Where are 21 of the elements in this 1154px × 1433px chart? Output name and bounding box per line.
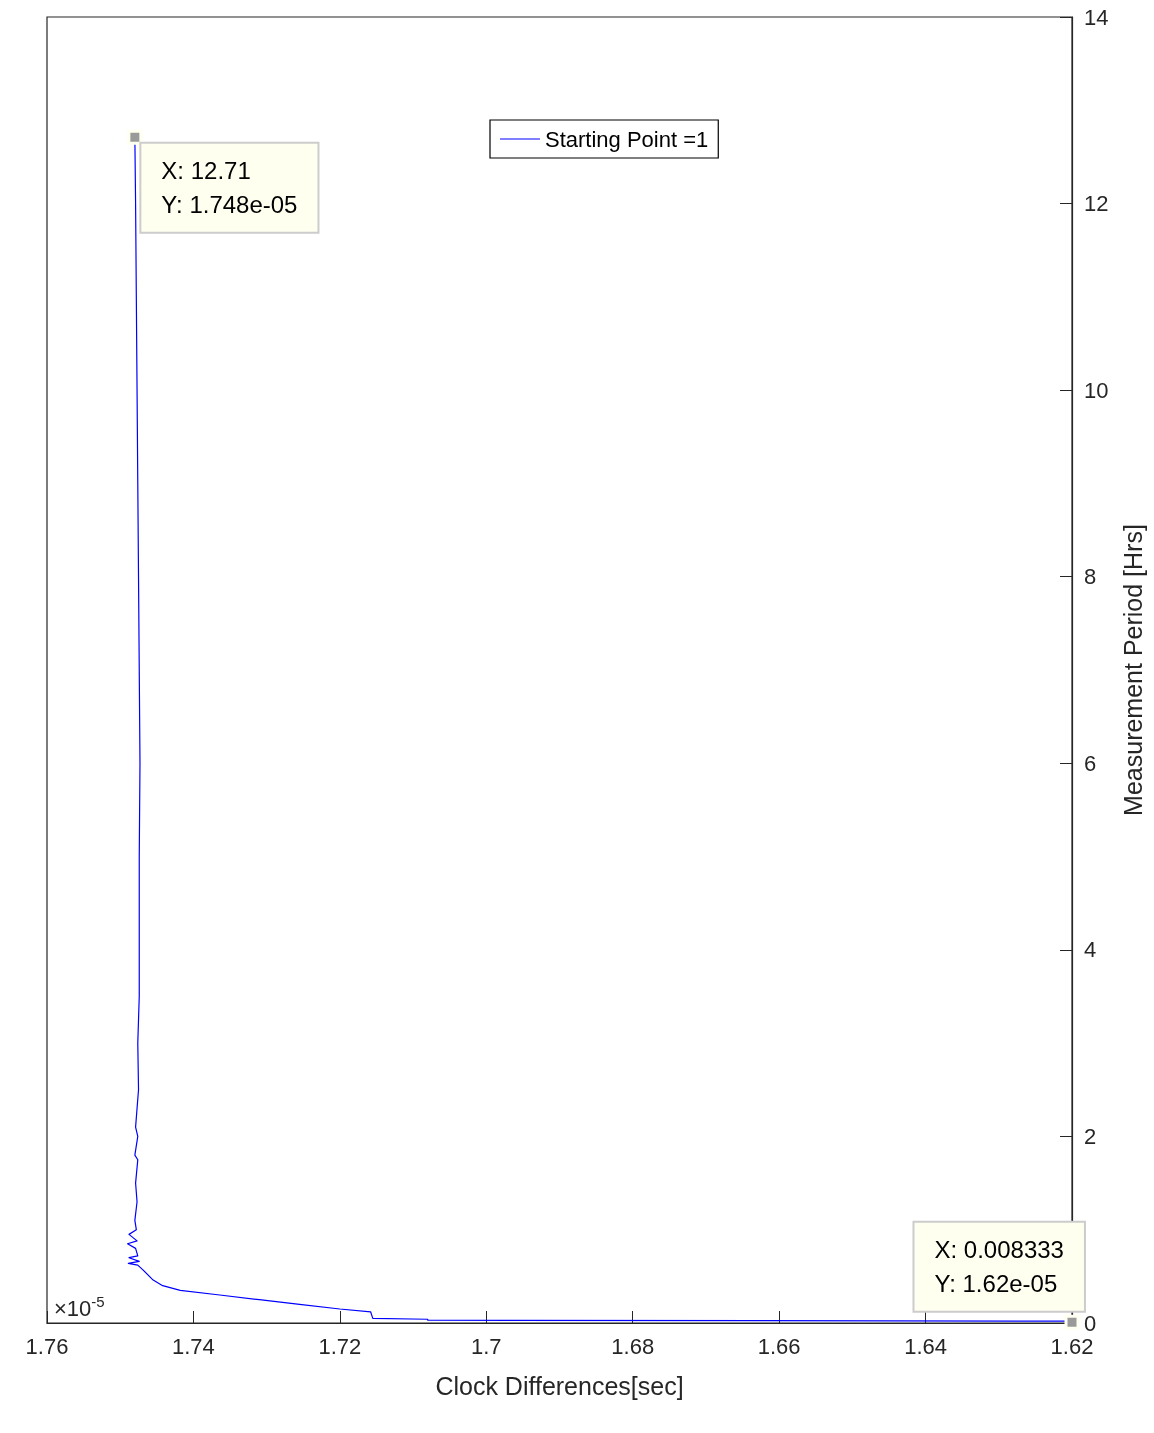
y-tick-label: 14 <box>1084 4 1109 30</box>
y-tick-label: 12 <box>1084 191 1109 217</box>
y-tick-label: 4 <box>1084 937 1097 963</box>
y-axis-title: Measurement Period [Hrs] <box>1118 524 1147 816</box>
legend-label: Starting Point =1 <box>545 126 709 152</box>
x-tick-label: 1.72 <box>318 1333 362 1359</box>
annotation: X: 12.71 Y: 1.748e-05 <box>161 157 298 219</box>
x-tick-label: 1.76 <box>25 1333 69 1359</box>
x-tick-label: 1.68 <box>611 1333 655 1359</box>
annotation: X: 0.008333 Y: 1.62e-05 <box>934 1236 1064 1298</box>
y-tick-label: 8 <box>1084 564 1097 590</box>
x-tick-label: 1.62 <box>1050 1333 1094 1359</box>
x-axis-title: Clock Differences[sec] <box>435 1371 684 1400</box>
y-tick-label: 0 <box>1084 1310 1097 1336</box>
x-tick-label: 1.66 <box>757 1333 801 1359</box>
x-tick-label: 1.64 <box>904 1333 947 1359</box>
y-tick-label: 10 <box>1084 377 1109 403</box>
y-tick-label: 6 <box>1084 750 1097 776</box>
y-tick-label: 2 <box>1084 1123 1097 1149</box>
x-tick-label: 1.7 <box>470 1333 502 1359</box>
x-tick-label: 1.74 <box>172 1333 215 1359</box>
